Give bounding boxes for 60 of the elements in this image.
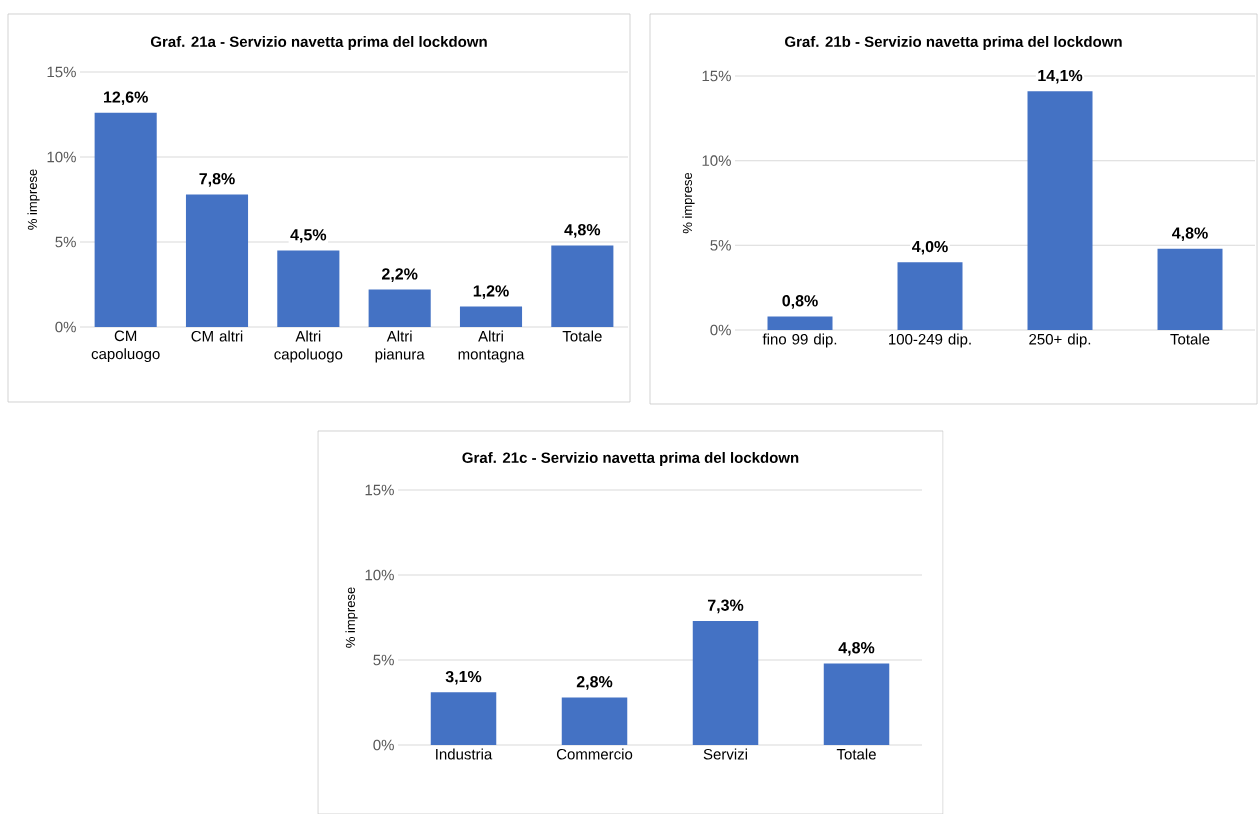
y-tick-label: 10% [47,151,76,163]
data-label: 7,3% [707,599,744,614]
bar [1157,248,1223,330]
x-tick-label: Industria [436,748,493,760]
x-tick-label: 100-249 dip. [889,333,971,348]
bar [430,692,497,745]
data-label: 4,0% [912,240,948,255]
y-tick-label: 0% [373,739,394,751]
bar [692,620,759,745]
bar [823,663,890,745]
data-label: 2,2% [381,268,418,282]
data-label: 7,8% [199,173,235,187]
y-tick-label: 15% [702,70,731,82]
chart-title: Graf. 21a - Servizio navetta prima del lockdown [150,36,487,50]
x-tick-label: Totale [836,748,876,760]
data-label: 4,8% [1172,227,1208,242]
y-tick-label: 15% [365,484,394,496]
x-tick-label: CM capoluogo [91,330,160,363]
data-label: 4,8% [564,224,601,238]
data-label: 3,1% [445,670,482,685]
bar [767,316,833,330]
y-tick-label: 0% [710,324,731,336]
y-tick-label: 10% [702,155,731,166]
x-tick-label: Totale [562,330,602,342]
x-tick-label: Altri montagna [458,330,525,363]
chart-title: Graf. 21b - Servizio navetta prima del lockdown [785,36,1122,50]
bar [277,250,340,327]
x-tick-label: 250+ dip. [1029,333,1091,348]
x-tick-label: Altri pianura [375,330,425,363]
y-tick-label: 15% [47,66,76,78]
x-tick-label: fino 99 dip. [762,333,837,348]
data-label: 2,8% [576,676,613,690]
data-label: 4,8% [838,642,875,656]
x-tick-label: Commercio [556,748,633,760]
bar [94,112,157,327]
y-tick-label: 5% [55,236,76,248]
chart-title: Graf. 21c - Servizio navetta prima del lockdown [462,452,799,466]
y-tick-label: 10% [365,569,394,581]
y-axis-title: % imprese [345,587,358,648]
bar [1027,91,1093,330]
bar [368,289,431,327]
data-label: 1,2% [473,285,509,299]
y-tick-label: 0% [55,321,76,333]
x-tick-label: Altri capoluogo [274,330,343,363]
y-tick-label: 5% [710,240,731,251]
bar [185,194,249,327]
data-label: 14,1% [1038,69,1083,84]
data-label: 12,6% [103,91,148,106]
x-tick-label: CM altri [191,330,243,342]
bar [897,262,963,330]
bar [551,245,614,327]
y-axis-title: % imprese [682,172,695,234]
y-axis-title: % imprese [27,169,40,230]
data-label: 4,5% [290,229,327,243]
data-label: 0,8% [782,295,818,309]
y-tick-label: 5% [373,654,394,666]
x-tick-label: Servizi [703,748,747,760]
x-tick-label: Totale [1170,333,1210,345]
bar [561,697,628,745]
bar [459,306,523,327]
